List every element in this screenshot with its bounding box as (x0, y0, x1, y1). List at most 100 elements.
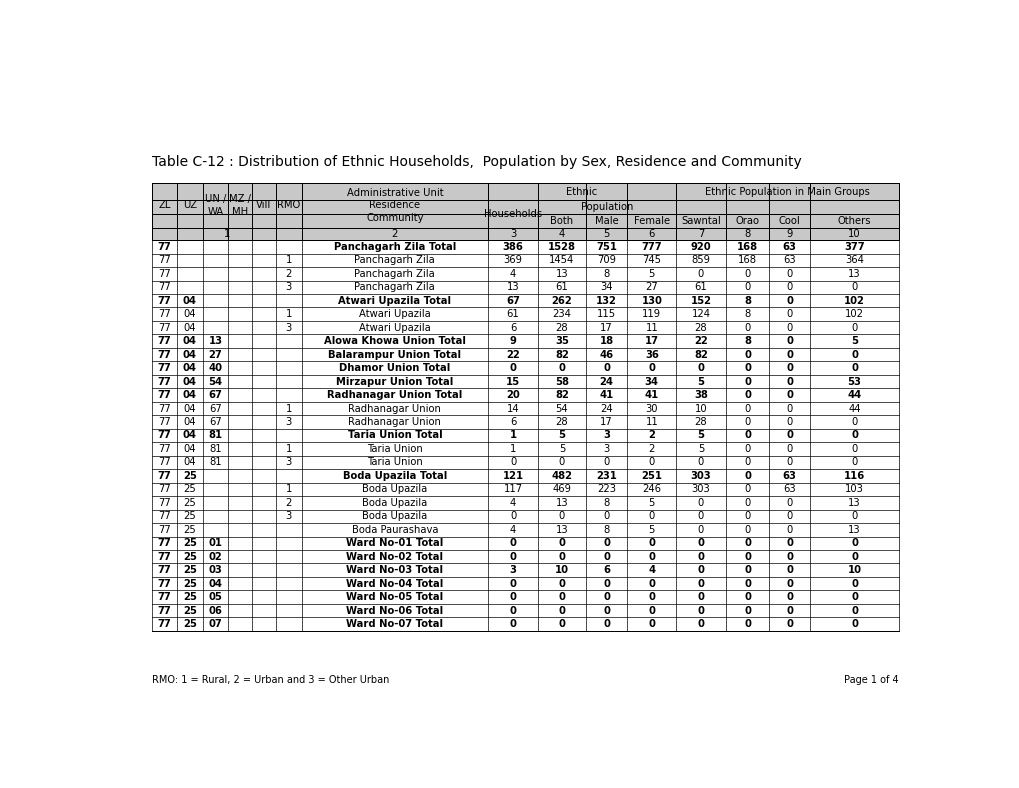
Text: 61: 61 (555, 282, 568, 292)
Text: 152: 152 (690, 296, 711, 306)
Text: 77: 77 (158, 255, 170, 266)
Text: 0: 0 (697, 363, 704, 373)
Text: 54: 54 (555, 403, 568, 414)
Text: 0: 0 (648, 606, 654, 615)
Text: 0: 0 (697, 511, 703, 522)
Text: 10: 10 (847, 565, 861, 575)
Text: 0: 0 (744, 444, 750, 454)
Text: 262: 262 (551, 296, 572, 306)
Text: 8: 8 (744, 309, 750, 319)
Text: 77: 77 (158, 269, 170, 279)
Text: 77: 77 (157, 390, 171, 400)
Text: 18: 18 (599, 336, 612, 346)
Text: 15: 15 (505, 377, 520, 387)
Text: 35: 35 (554, 336, 569, 346)
Text: 2: 2 (648, 430, 654, 440)
Text: 67: 67 (209, 417, 221, 427)
Text: Boda Upazila: Boda Upazila (362, 485, 427, 494)
Text: 0: 0 (850, 578, 857, 589)
Text: 77: 77 (157, 578, 171, 589)
Text: 0: 0 (558, 606, 565, 615)
Text: 246: 246 (642, 485, 660, 494)
Text: 0: 0 (744, 322, 750, 333)
Text: 77: 77 (157, 606, 171, 615)
Text: 17: 17 (644, 336, 658, 346)
Text: 04: 04 (183, 457, 196, 467)
Text: 77: 77 (157, 471, 171, 481)
Text: 01: 01 (208, 538, 222, 548)
Text: 0: 0 (743, 552, 750, 562)
Text: 13: 13 (555, 269, 568, 279)
Text: 8: 8 (743, 296, 750, 306)
Text: 124: 124 (691, 309, 710, 319)
Text: 1: 1 (285, 444, 291, 454)
Text: Population: Population (581, 202, 633, 212)
Text: 67: 67 (505, 296, 520, 306)
Text: 6: 6 (648, 229, 654, 239)
Text: 3: 3 (285, 417, 291, 427)
Text: 61: 61 (506, 309, 519, 319)
Text: 0: 0 (786, 538, 793, 548)
Text: Page 1 of 4: Page 1 of 4 (843, 675, 898, 685)
Text: Radhanagar Union: Radhanagar Union (348, 417, 441, 427)
Text: 0: 0 (602, 511, 609, 522)
Text: 5: 5 (697, 444, 703, 454)
Text: 0: 0 (743, 350, 750, 359)
Text: 0: 0 (743, 390, 750, 400)
Text: Panchagarh Zila: Panchagarh Zila (355, 269, 435, 279)
Text: 0: 0 (744, 269, 750, 279)
Text: 05: 05 (208, 592, 222, 602)
Text: 07: 07 (208, 619, 222, 629)
Text: 77: 77 (157, 336, 171, 346)
Bar (152, 183, 898, 228)
Text: 303: 303 (690, 471, 710, 481)
Text: 77: 77 (158, 457, 170, 467)
Text: 0: 0 (510, 592, 516, 602)
Text: 5: 5 (602, 229, 609, 239)
Text: 81: 81 (209, 444, 221, 454)
Text: 0: 0 (744, 485, 750, 494)
Text: 4: 4 (510, 269, 516, 279)
Text: 5: 5 (648, 269, 654, 279)
Text: Cool: Cool (779, 216, 800, 226)
Text: 0: 0 (558, 363, 565, 373)
Text: 231: 231 (595, 471, 616, 481)
Text: 77: 77 (158, 498, 170, 507)
Text: 13: 13 (555, 525, 568, 535)
Text: 28: 28 (694, 417, 706, 427)
Text: 1: 1 (510, 430, 516, 440)
Text: 11: 11 (645, 417, 657, 427)
Text: 0: 0 (743, 538, 750, 548)
Text: 8: 8 (602, 525, 609, 535)
Text: 0: 0 (744, 403, 750, 414)
Text: 0: 0 (510, 363, 516, 373)
Text: 34: 34 (599, 282, 612, 292)
Text: 1528: 1528 (547, 242, 576, 252)
Text: Orao: Orao (735, 216, 759, 226)
Text: 103: 103 (844, 485, 863, 494)
Text: 04: 04 (182, 336, 197, 346)
Text: 14: 14 (506, 403, 519, 414)
Text: 6: 6 (602, 565, 609, 575)
Text: Radhanagar Union: Radhanagar Union (348, 403, 441, 414)
Text: 9: 9 (786, 229, 792, 239)
Text: 44: 44 (848, 403, 860, 414)
Bar (152, 228, 898, 240)
Text: 20: 20 (505, 390, 520, 400)
Text: 63: 63 (783, 255, 795, 266)
Text: 3: 3 (285, 457, 291, 467)
Text: 9: 9 (510, 336, 516, 346)
Text: 67: 67 (208, 390, 222, 400)
Text: 1: 1 (223, 229, 229, 239)
Text: 81: 81 (209, 457, 221, 467)
Text: 82: 82 (554, 350, 569, 359)
Text: 5: 5 (557, 430, 565, 440)
Text: 0: 0 (510, 606, 516, 615)
Text: 77: 77 (157, 430, 171, 440)
Text: Boda Upazila: Boda Upazila (362, 511, 427, 522)
Text: Panchagarh Zila Total: Panchagarh Zila Total (333, 242, 455, 252)
Text: 8: 8 (602, 498, 609, 507)
Text: Table C-12 : Distribution of Ethnic Households,  Population by Sex, Residence an: Table C-12 : Distribution of Ethnic Hous… (152, 155, 801, 169)
Text: 0: 0 (602, 363, 609, 373)
Text: 54: 54 (208, 377, 222, 387)
